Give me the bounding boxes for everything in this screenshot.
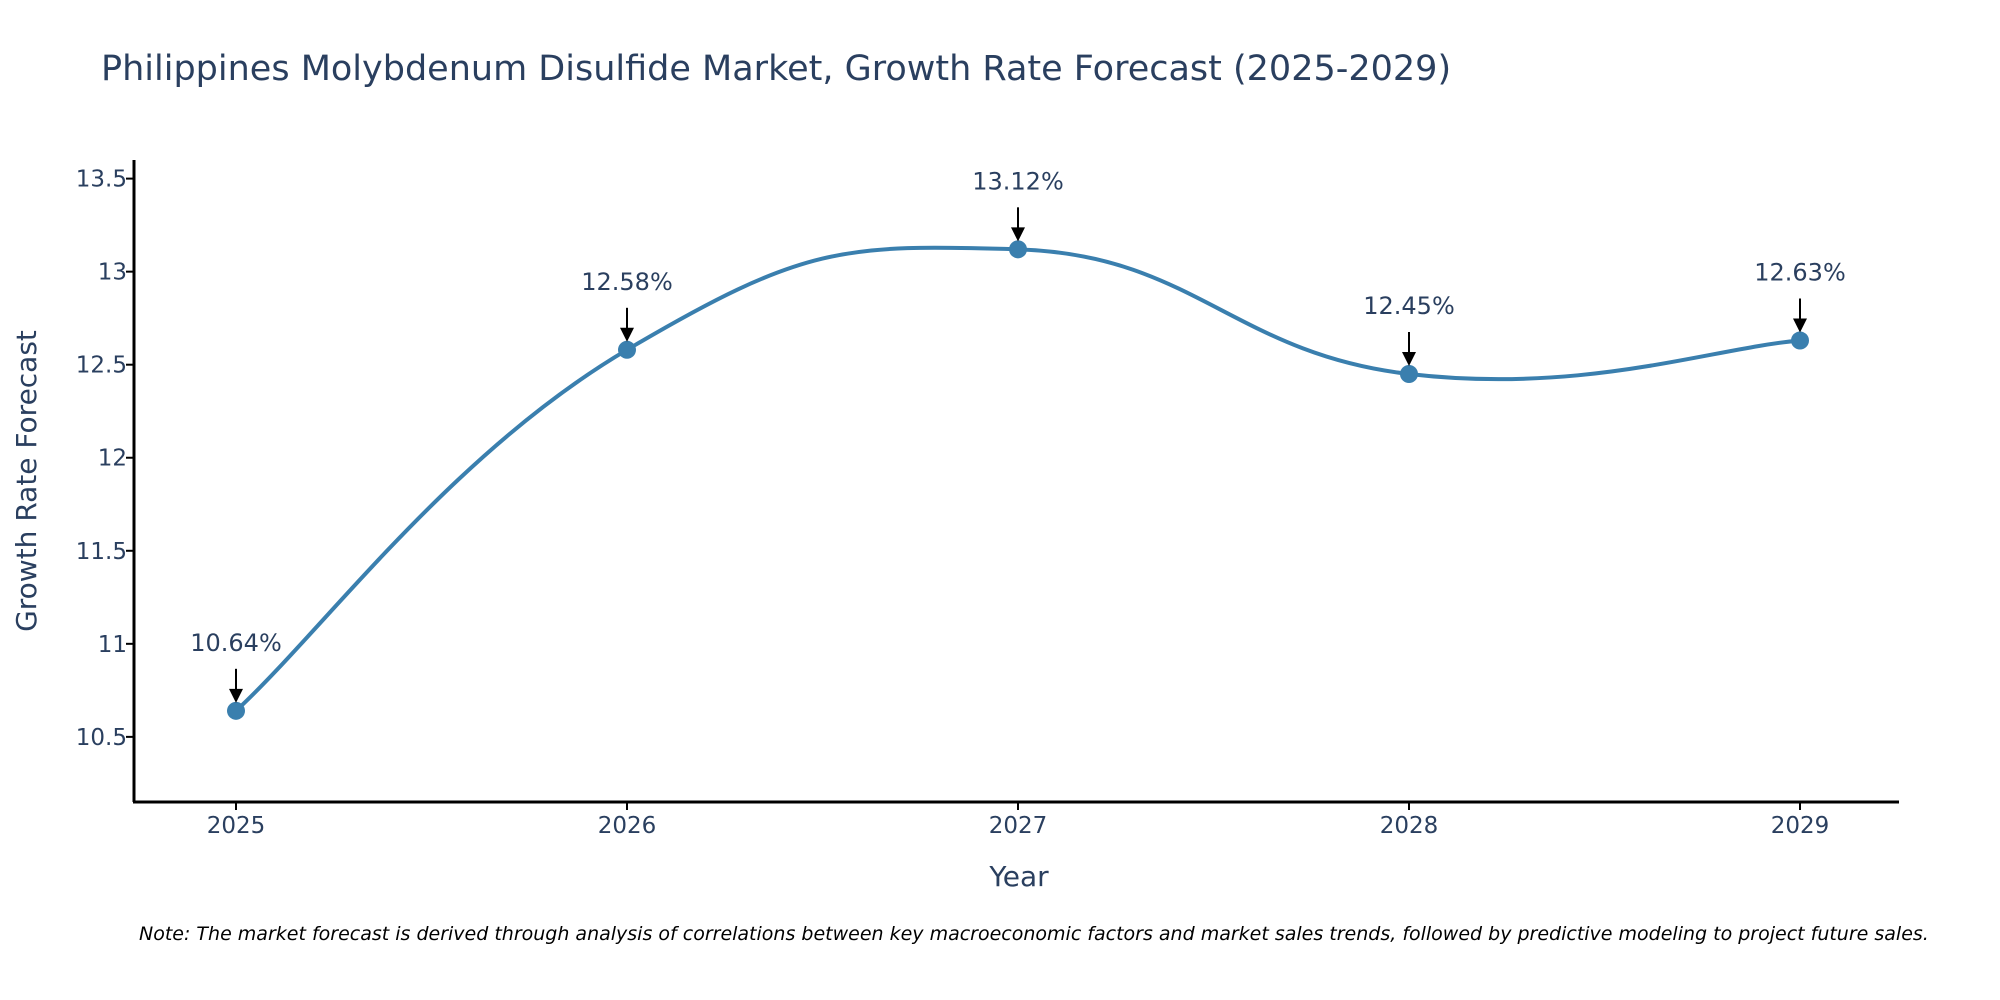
- data-label: 12.45%: [1363, 292, 1455, 320]
- y-tick-label: 12.5: [76, 353, 127, 379]
- data-point: [1009, 240, 1027, 259]
- annotation-arrow-head: [620, 327, 634, 342]
- data-point: [227, 701, 245, 720]
- annotation-arrow-head: [1011, 227, 1025, 242]
- series-line: [234, 245, 1802, 713]
- chart-title: Philippines Molybdenum Disulfide Market,…: [101, 49, 1451, 89]
- annotation-arrow-head: [229, 688, 243, 703]
- y-axis-title: Growth Rate Forecast: [10, 330, 43, 632]
- x-tick-label: 2027: [989, 813, 1048, 839]
- annotation-arrow-head: [1402, 352, 1416, 366]
- x-tick-label: 2025: [207, 813, 266, 839]
- y-tick-label: 11.5: [76, 539, 127, 565]
- x-tick-label: 2029: [1771, 813, 1830, 839]
- data-label: 10.64%: [190, 629, 282, 657]
- y-axis-ticks: 10.5 11 11.5 12 12.5 13 13.5: [76, 167, 134, 751]
- data-label: 13.12%: [972, 167, 1064, 195]
- y-tick-label: 13: [98, 260, 127, 286]
- annotation-arrow-head: [1793, 318, 1807, 333]
- x-tick-label: 2026: [598, 813, 657, 839]
- y-tick-label: 10.5: [76, 725, 127, 751]
- x-axis-title: Year: [988, 860, 1049, 893]
- data-labels: 10.64% 12.58% 13.12% 12.45% 12.63%: [190, 167, 1846, 703]
- x-axis-ticks: 2025 2026 2027 2028 2029: [207, 802, 1830, 839]
- y-tick-label: 12: [98, 446, 127, 472]
- data-point: [618, 340, 636, 359]
- data-label: 12.63%: [1754, 259, 1846, 287]
- data-label: 12.58%: [581, 268, 673, 296]
- data-point: [1400, 365, 1418, 383]
- data-point: [1791, 331, 1809, 350]
- y-tick-label: 11: [98, 632, 127, 658]
- y-tick-label: 13.5: [76, 167, 127, 193]
- x-tick-label: 2028: [1380, 813, 1439, 839]
- chart-note: Note: The market forecast is derived thr…: [139, 923, 1929, 945]
- data-points: [227, 240, 1809, 720]
